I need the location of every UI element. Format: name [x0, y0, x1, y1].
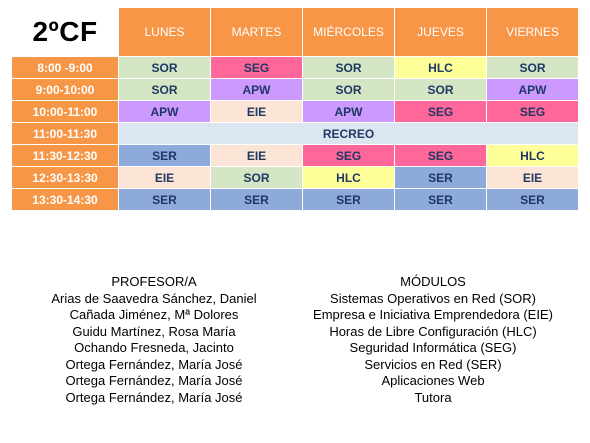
time-slot: 8:00 -9:00 — [11, 56, 119, 79]
class-cell: EIE — [118, 166, 211, 189]
class-cell: SEG — [394, 100, 487, 123]
teacher-item: Guidu Martínez, Rosa María — [72, 323, 236, 339]
class-cell: SEG — [486, 100, 579, 123]
class-cell: APW — [486, 78, 579, 101]
modules-heading: MÓDULOS — [400, 274, 466, 289]
schedule-row: 9:00-10:00 SOR APW SOR SOR APW — [11, 78, 579, 101]
course-title: 2ºCF — [11, 7, 119, 57]
schedule-row: 12:30-13:30 EIE SOR HLC SER EIE — [11, 166, 579, 189]
class-cell: SEG — [302, 144, 395, 167]
class-cell: EIE — [210, 100, 303, 123]
time-slot: 10:00-11:00 — [11, 100, 119, 123]
module-item: Horas de Libre Configuración (HLC) — [329, 323, 537, 339]
module-item: Sistemas Operativos en Red (SOR) — [330, 290, 536, 306]
class-cell: SOR — [118, 56, 211, 79]
class-cell: SER — [394, 188, 487, 211]
class-cell: SOR — [486, 56, 579, 79]
schedule-row: 8:00 -9:00 SOR SEG SOR HLC SOR — [11, 56, 579, 79]
day-header-jueves: JUEVES — [394, 7, 487, 57]
class-cell: APW — [118, 100, 211, 123]
schedule-row: 11:00-11:30 RECREO — [11, 122, 579, 145]
class-cell: HLC — [394, 56, 487, 79]
class-cell: SOR — [210, 166, 303, 189]
teachers-heading: PROFESOR/A — [111, 274, 197, 289]
time-slot: 13:30-14:30 — [11, 188, 119, 211]
class-cell: SOR — [394, 78, 487, 101]
class-cell: SEG — [210, 56, 303, 79]
class-cell: SER — [394, 166, 487, 189]
teacher-item: Ortega Fernández, María José — [65, 373, 243, 388]
time-slot: 11:30-12:30 — [11, 144, 119, 167]
class-cell: SOR — [118, 78, 211, 101]
teacher-item: Arias de Saavedra Sánchez, Daniel — [51, 290, 257, 306]
class-cell: SOR — [302, 78, 395, 101]
module-item: Tutora — [414, 389, 452, 405]
teacher-item: Ortega Fernández, María José — [65, 356, 243, 372]
schedule-table: 2ºCF LUNES MARTES MIÉRCOLES JUEVES VIERN… — [11, 7, 579, 211]
class-cell: SER — [118, 144, 211, 167]
class-cell: EIE — [486, 166, 579, 189]
module-item: Servicios en Red (SER) — [364, 356, 502, 372]
modules-list: MÓDULOS Sistemas Operativos en Red (SOR)… — [288, 274, 578, 406]
class-cell: SER — [210, 188, 303, 211]
class-cell: SOR — [302, 56, 395, 79]
teachers-list: PROFESOR/A Arias de Saavedra Sánchez, Da… — [0, 274, 308, 406]
module-item: Seguridad Informática (SEG) — [349, 340, 517, 355]
teacher-item: Ortega Fernández, María José — [65, 389, 243, 405]
module-item: Aplicaciones Web — [381, 373, 485, 388]
time-slot: 9:00-10:00 — [11, 78, 119, 101]
class-cell: SER — [302, 188, 395, 211]
schedule-row: 13:30-14:30 SER SER SER SER SER — [11, 188, 579, 211]
class-cell: SEG — [394, 144, 487, 167]
class-cell: SER — [118, 188, 211, 211]
schedule-row: 11:30-12:30 SER EIE SEG SEG HLC — [11, 144, 579, 167]
class-cell: APW — [210, 78, 303, 101]
class-cell: APW — [302, 100, 395, 123]
day-header-viernes: VIERNES — [486, 7, 579, 57]
teacher-item: Ochando Fresneda, Jacinto — [74, 340, 234, 355]
time-slot: 12:30-13:30 — [11, 166, 119, 189]
time-slot: 11:00-11:30 — [11, 122, 119, 145]
day-header-martes: MARTES — [210, 7, 303, 57]
class-cell: EIE — [210, 144, 303, 167]
teacher-item: Cañada Jiménez, Mª Dolores — [69, 307, 239, 322]
class-cell: SER — [486, 188, 579, 211]
class-cell: HLC — [486, 144, 579, 167]
module-item: Empresa e Iniciativa Emprendedora (EIE) — [313, 307, 553, 322]
break-cell: RECREO — [118, 122, 579, 145]
schedule-row: 10:00-11:00 APW EIE APW SEG SEG — [11, 100, 579, 123]
day-header-miercoles: MIÉRCOLES — [302, 7, 395, 57]
day-header-lunes: LUNES — [118, 7, 211, 57]
header-row: 2ºCF LUNES MARTES MIÉRCOLES JUEVES VIERN… — [11, 7, 579, 57]
class-cell: HLC — [302, 166, 395, 189]
